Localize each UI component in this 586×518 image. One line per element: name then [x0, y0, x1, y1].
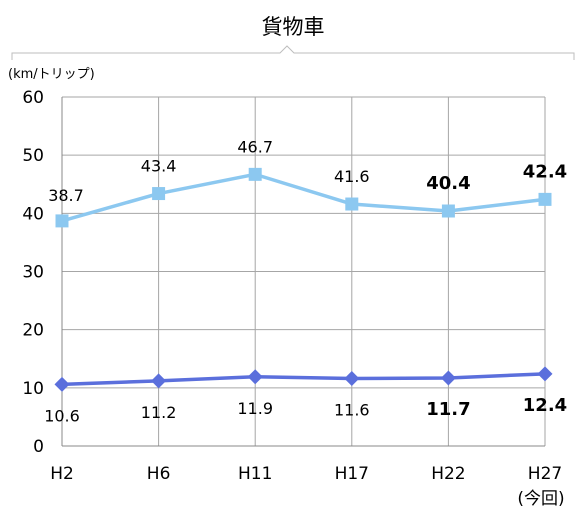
- data-label: 12.4: [523, 395, 567, 416]
- square-marker: [152, 187, 166, 201]
- data-label: 41.6: [334, 167, 370, 186]
- data-label: 11.6: [334, 401, 370, 420]
- title-bracket: [11, 45, 575, 60]
- diamond-marker: [54, 376, 70, 392]
- diamond-marker: [440, 370, 456, 386]
- diamond-marker: [344, 371, 360, 387]
- data-labels: 38.7 43.4 46.7 41.6 40.4 42.4 10.6 11.2 11.9 11.6…: [44, 137, 567, 425]
- data-label: 42.4: [523, 161, 567, 182]
- gridlines: [62, 96, 546, 446]
- y-tick-label: 0: [33, 437, 44, 457]
- x-tick-sublabel: (今回): [517, 489, 564, 509]
- data-label: 11.2: [141, 403, 177, 422]
- square-marker: [55, 214, 69, 228]
- data-label: 40.4: [426, 173, 470, 194]
- data-label: 38.7: [48, 186, 84, 205]
- tick-labels: 0 10 20 30 40 50 60 H2 H6 H11 H17 H22 H27 (今回): [22, 88, 564, 509]
- square-marker: [345, 197, 359, 211]
- data-label: 10.6: [44, 406, 80, 425]
- square-marker: [248, 167, 262, 181]
- data-label: 46.7: [237, 137, 273, 156]
- y-tick-label: 40: [22, 204, 44, 224]
- series-line-2: [61, 372, 546, 387]
- x-tick-label: H17: [335, 464, 369, 484]
- y-tick-label: 50: [22, 146, 44, 166]
- x-tick-label: H2: [50, 464, 74, 484]
- x-tick-label: H22: [431, 464, 465, 484]
- x-tick-label: H27: [528, 464, 562, 484]
- y-tick-label: 60: [22, 88, 44, 108]
- y-tick-label: 30: [22, 263, 44, 283]
- square-marker: [538, 192, 552, 206]
- y-tick-label: 20: [22, 321, 44, 341]
- chart-title: 貨物車: [262, 15, 325, 39]
- data-label: 11.7: [426, 399, 470, 420]
- y-tick-label: 10: [22, 379, 44, 399]
- data-label: 43.4: [141, 157, 177, 176]
- diamond-marker: [151, 373, 167, 389]
- diamond-marker: [537, 366, 553, 382]
- data-label: 11.9: [237, 399, 273, 418]
- diamond-marker: [247, 369, 263, 385]
- series-group: [54, 167, 553, 392]
- x-tick-label: H11: [238, 464, 272, 484]
- x-tick-label: H6: [147, 464, 171, 484]
- series-line-1: [61, 172, 546, 223]
- y-axis-unit: (km/トリップ): [8, 67, 95, 82]
- square-marker: [441, 204, 455, 218]
